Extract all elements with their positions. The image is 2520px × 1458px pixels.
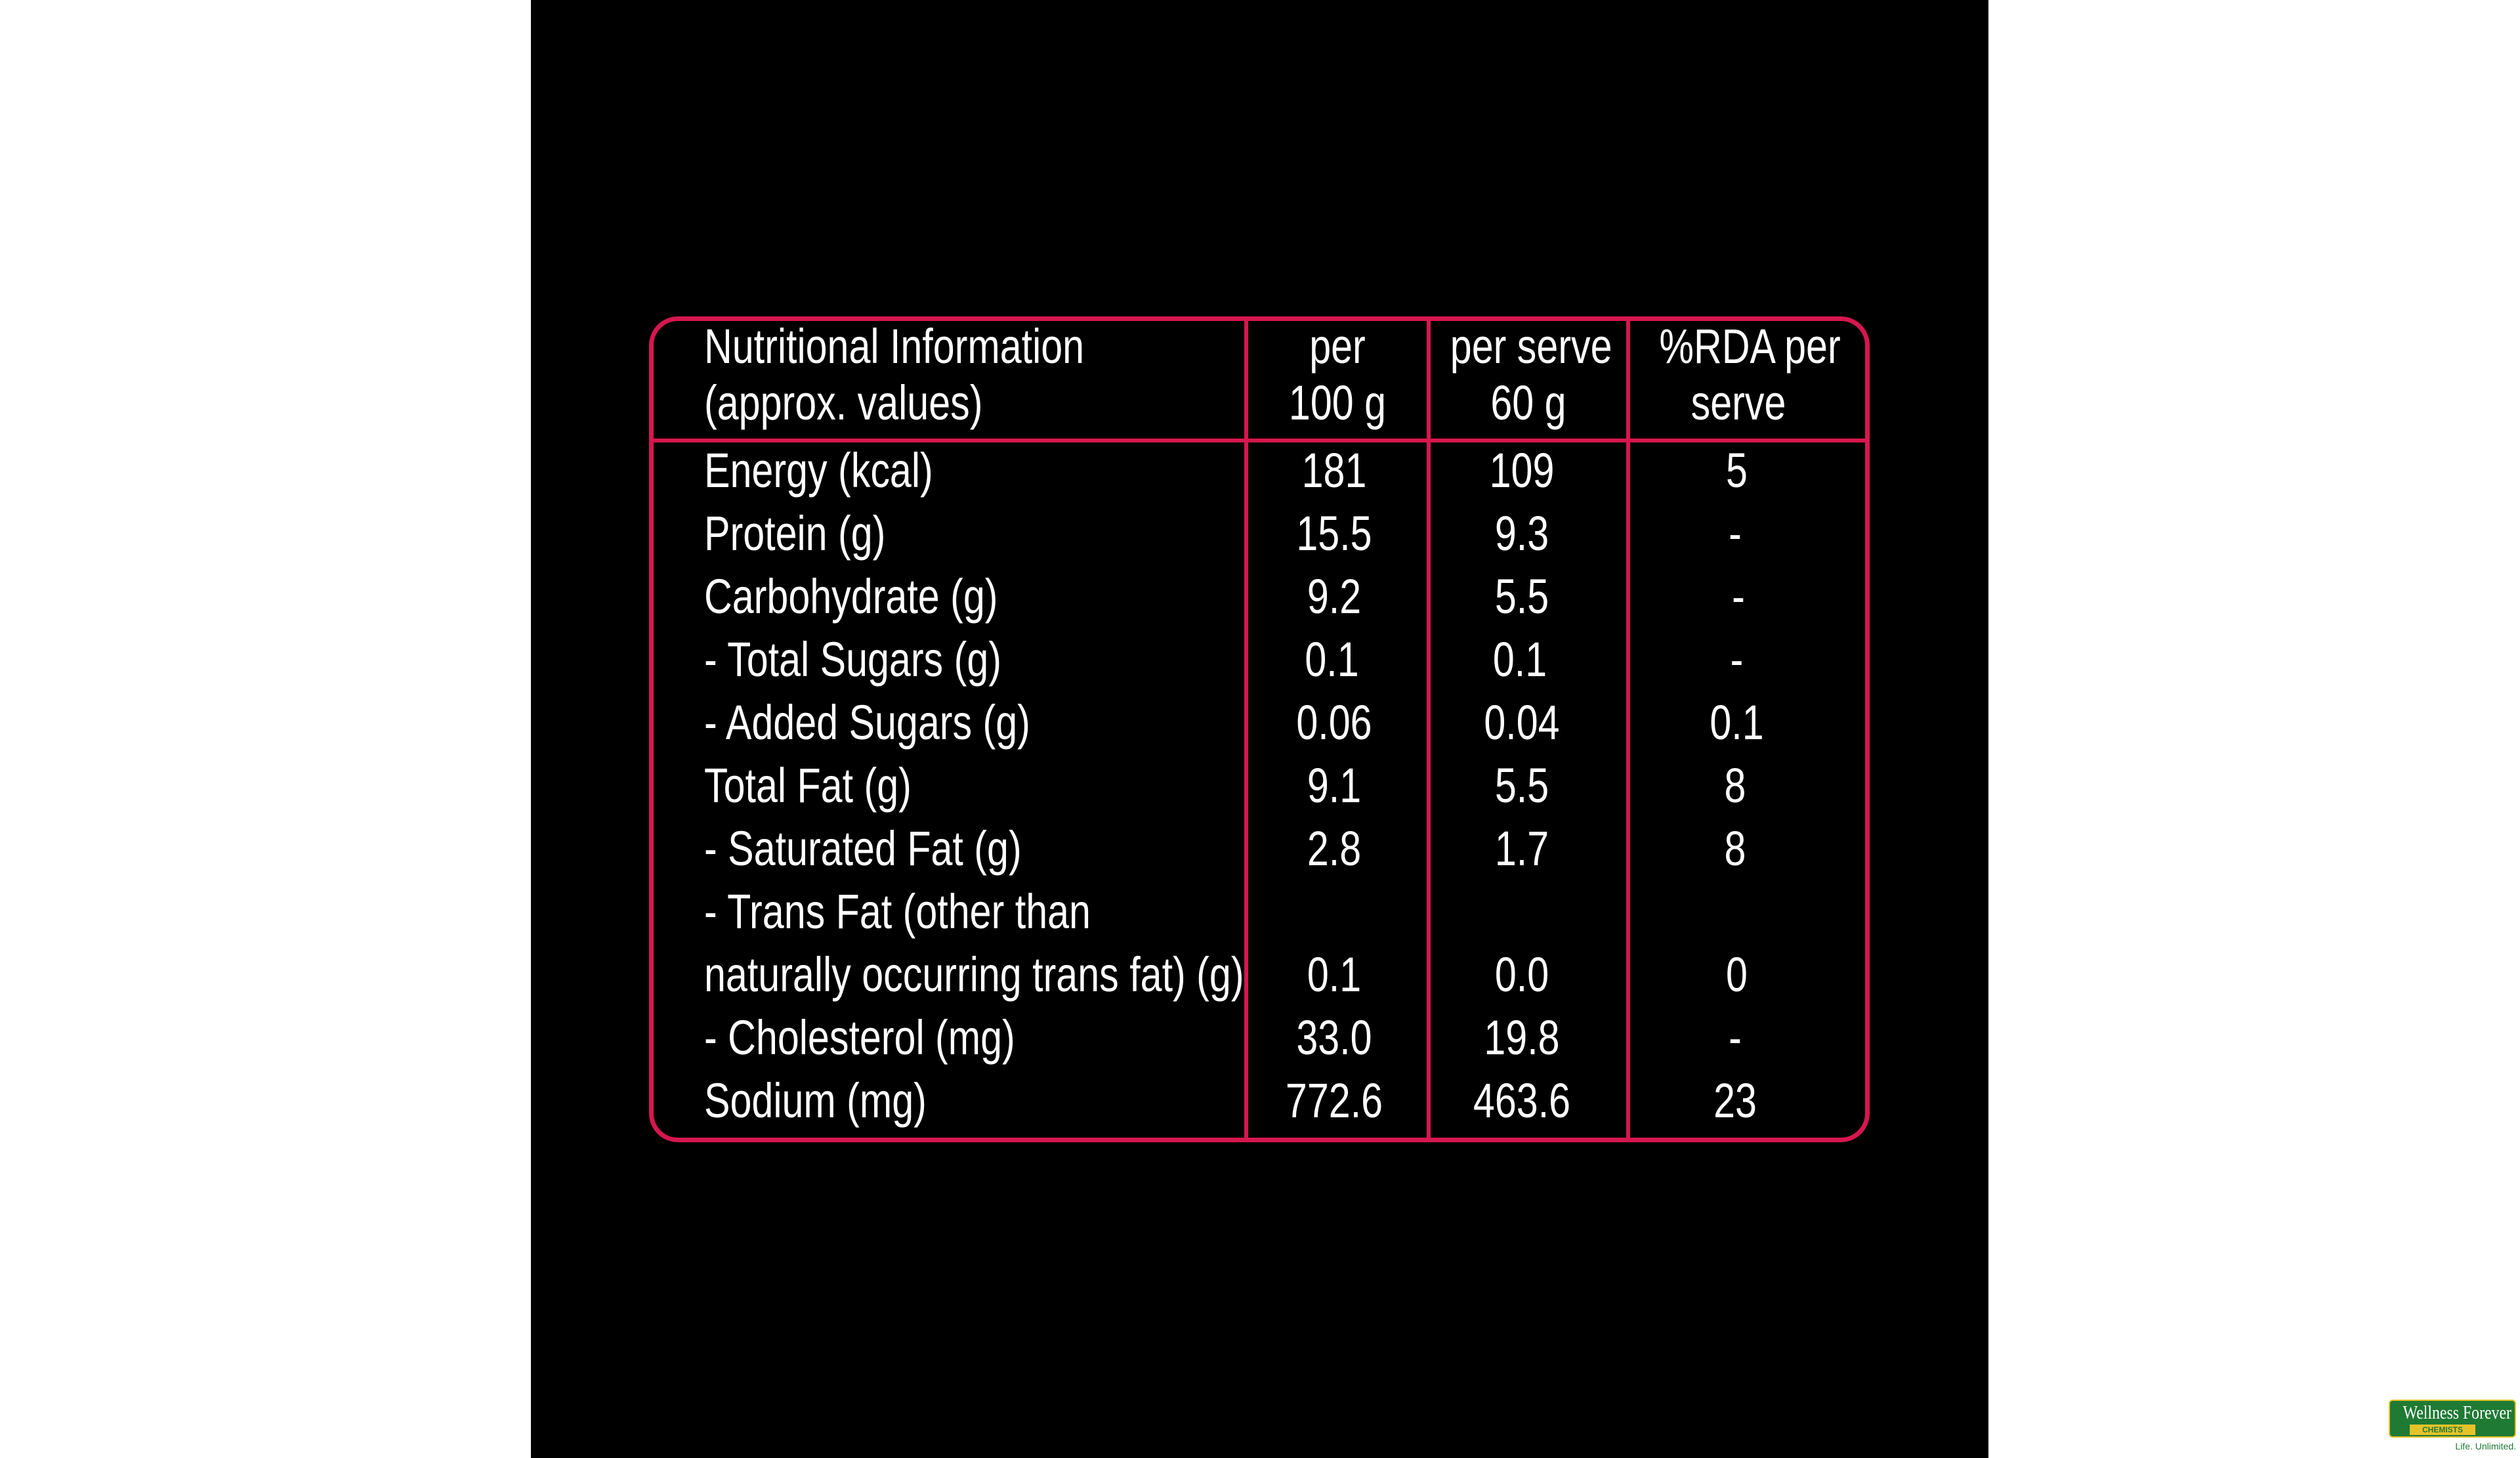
row-label: - Saturated Fat (g) xyxy=(704,821,1022,876)
row-per100g: 15.5 xyxy=(1296,506,1372,561)
row-label: Carbohydrate (g) xyxy=(704,569,998,624)
row-label: - Cholesterol (mg) xyxy=(704,1010,1015,1065)
row-per-serve: 0.1 xyxy=(1492,632,1547,687)
row-rda: 8 xyxy=(1724,758,1746,813)
row-rda: 8 xyxy=(1724,821,1746,876)
row-rda: 0.1 xyxy=(1710,695,1764,750)
row-per100g: 0.06 xyxy=(1296,695,1372,750)
header-per-serve-line1: per serve xyxy=(1450,319,1612,374)
row-per-serve: 463.6 xyxy=(1473,1073,1571,1128)
row-label: naturally occurring trans fat) (g) xyxy=(704,947,1244,1002)
row-rda: 5 xyxy=(1726,443,1748,498)
header-label-line1: Nutritional Information xyxy=(704,319,1085,374)
row-label: - Added Sugars (g) xyxy=(704,695,1030,750)
row-per100g: 0.1 xyxy=(1305,632,1359,687)
column-divider xyxy=(1427,316,1431,1142)
row-rda: - xyxy=(1729,1010,1742,1065)
logo-sub: CHEMISTS xyxy=(2410,1425,2475,1435)
header-divider xyxy=(649,439,1870,442)
row-label: - Total Sugars (g) xyxy=(704,632,1001,687)
row-label: Sodium (mg) xyxy=(704,1073,927,1128)
row-per-serve: 0.04 xyxy=(1484,695,1560,750)
wellness-forever-logo: Wellness Forever CHEMISTS Life. Unlimite… xyxy=(2389,1400,2516,1457)
row-rda: - xyxy=(1732,569,1745,624)
row-per-serve: 5.5 xyxy=(1494,569,1549,624)
row-label: Total Fat (g) xyxy=(704,758,912,813)
header-per100g-line2: 100 g xyxy=(1288,375,1387,430)
row-per-serve: 19.8 xyxy=(1484,1010,1560,1065)
row-per100g: 2.8 xyxy=(1307,821,1362,876)
header-label-line2: (approx. values) xyxy=(704,375,983,430)
row-rda: - xyxy=(1729,506,1742,561)
header-rda-line2: serve xyxy=(1690,375,1786,430)
row-per100g: 0.1 xyxy=(1307,947,1362,1002)
row-per-serve: 0.0 xyxy=(1494,947,1549,1002)
row-rda: 23 xyxy=(1713,1073,1757,1128)
column-divider xyxy=(1244,316,1248,1142)
header-rda-line1: %RDA per xyxy=(1659,319,1841,374)
logo-tagline: Life. Unlimited. xyxy=(2455,1441,2516,1451)
row-per100g: 9.1 xyxy=(1307,758,1362,813)
header-per100g-line1: per xyxy=(1309,319,1366,374)
row-label: Energy (kcal) xyxy=(704,443,933,498)
row-label: Protein (g) xyxy=(704,506,886,561)
logo-badge: Wellness Forever CHEMISTS xyxy=(2389,1400,2516,1438)
column-divider xyxy=(1626,316,1630,1142)
logo-name: Wellness Forever xyxy=(2403,1403,2511,1423)
row-per100g: 33.0 xyxy=(1296,1010,1372,1065)
row-per100g: 181 xyxy=(1301,443,1367,498)
row-per-serve: 1.7 xyxy=(1494,821,1549,876)
nutrition-table xyxy=(649,316,1870,1142)
product-image-panel xyxy=(531,0,1988,1458)
row-per100g: 772.6 xyxy=(1285,1073,1383,1128)
row-per-serve: 109 xyxy=(1489,443,1555,498)
header-per-serve-line2: 60 g xyxy=(1490,375,1566,430)
row-per100g: 9.2 xyxy=(1307,569,1362,624)
row-per-serve: 5.5 xyxy=(1494,758,1549,813)
row-per-serve: 9.3 xyxy=(1494,506,1549,561)
row-label: - Trans Fat (other than xyxy=(704,884,1091,939)
row-rda: 0 xyxy=(1726,947,1748,1002)
row-rda: - xyxy=(1730,632,1744,687)
